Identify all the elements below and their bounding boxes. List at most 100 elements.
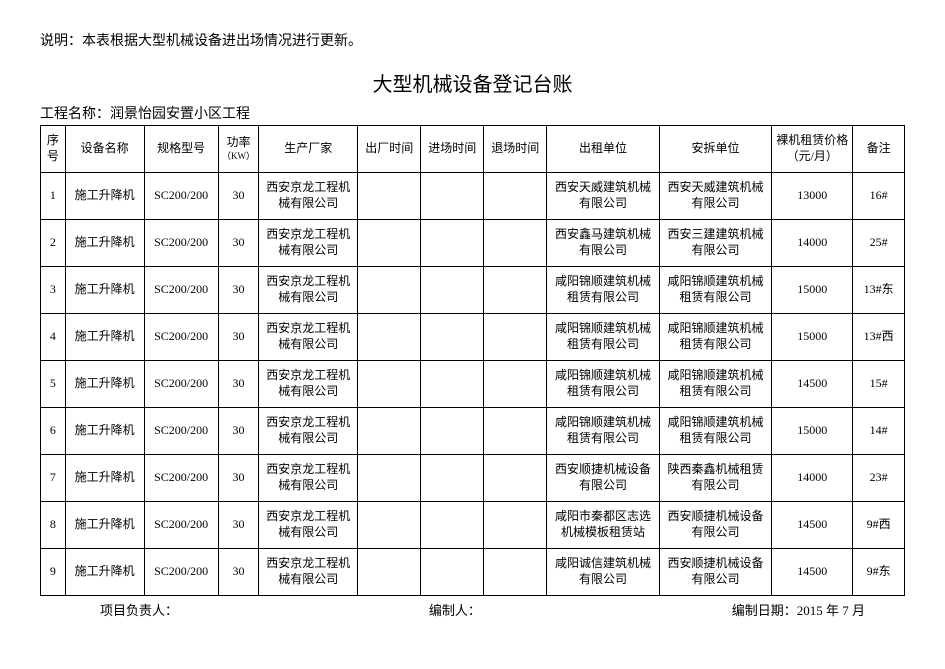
cell-mfr: 西安京龙工程机械有限公司 xyxy=(259,314,358,361)
cell-model: SC200/200 xyxy=(144,267,218,314)
cell-model: SC200/200 xyxy=(144,220,218,267)
table-row: 5施工升降机SC200/20030西安京龙工程机械有限公司咸阳锦顺建筑机械租赁有… xyxy=(41,361,905,408)
cell-lessor: 西安鑫马建筑机械有限公司 xyxy=(547,220,660,267)
cell-inst: 咸阳锦顺建筑机械租赁有限公司 xyxy=(659,314,772,361)
col-inst: 安拆单位 xyxy=(659,126,772,173)
cell-rmk: 9#西 xyxy=(853,502,905,549)
cell-in xyxy=(421,267,484,314)
cell-power: 30 xyxy=(218,455,259,502)
cell-model: SC200/200 xyxy=(144,502,218,549)
cell-in xyxy=(421,549,484,596)
cell-ret xyxy=(484,314,547,361)
cell-ret xyxy=(484,549,547,596)
cell-out xyxy=(358,220,421,267)
table-row: 2施工升降机SC200/20030西安京龙工程机械有限公司西安鑫马建筑机械有限公… xyxy=(41,220,905,267)
cell-price: 13000 xyxy=(772,173,853,220)
cell-name: 施工升降机 xyxy=(65,220,144,267)
cell-rmk: 9#东 xyxy=(853,549,905,596)
cell-lessor: 咸阳市秦都区志选机械模板租赁站 xyxy=(547,502,660,549)
cell-rmk: 16# xyxy=(853,173,905,220)
cell-price: 14500 xyxy=(772,361,853,408)
col-ret: 退场时间 xyxy=(484,126,547,173)
table-header-row: 序号 设备名称 规格型号 功率 （KW） 生产厂家 出厂时间 进场时间 退场时间… xyxy=(41,126,905,173)
cell-seq: 5 xyxy=(41,361,66,408)
table-row: 7施工升降机SC200/20030西安京龙工程机械有限公司西安顺捷机械设备有限公… xyxy=(41,455,905,502)
cell-lessor: 西安顺捷机械设备有限公司 xyxy=(547,455,660,502)
cell-seq: 3 xyxy=(41,267,66,314)
cell-price: 14500 xyxy=(772,502,853,549)
cell-mfr: 西安京龙工程机械有限公司 xyxy=(259,173,358,220)
cell-in xyxy=(421,314,484,361)
cell-ret xyxy=(484,455,547,502)
cell-rmk: 13#东 xyxy=(853,267,905,314)
table-row: 6施工升降机SC200/20030西安京龙工程机械有限公司咸阳锦顺建筑机械租赁有… xyxy=(41,408,905,455)
cell-inst: 咸阳锦顺建筑机械租赁有限公司 xyxy=(659,267,772,314)
cell-inst: 西安天威建筑机械有限公司 xyxy=(659,173,772,220)
cell-power: 30 xyxy=(218,408,259,455)
cell-inst: 陕西秦鑫机械租赁有限公司 xyxy=(659,455,772,502)
cell-rmk: 15# xyxy=(853,361,905,408)
cell-power: 30 xyxy=(218,314,259,361)
cell-seq: 4 xyxy=(41,314,66,361)
cell-lessor: 咸阳锦顺建筑机械租赁有限公司 xyxy=(547,267,660,314)
col-rmk: 备注 xyxy=(853,126,905,173)
cell-mfr: 西安京龙工程机械有限公司 xyxy=(259,455,358,502)
cell-name: 施工升降机 xyxy=(65,361,144,408)
cell-in xyxy=(421,408,484,455)
col-mfr: 生产厂家 xyxy=(259,126,358,173)
power-unit: （KW） xyxy=(221,151,257,163)
cell-inst: 咸阳锦顺建筑机械租赁有限公司 xyxy=(659,361,772,408)
cell-out xyxy=(358,173,421,220)
cell-model: SC200/200 xyxy=(144,549,218,596)
table-row: 8施工升降机SC200/20030西安京龙工程机械有限公司咸阳市秦都区志选机械模… xyxy=(41,502,905,549)
cell-inst: 西安顺捷机械设备有限公司 xyxy=(659,549,772,596)
cell-mfr: 西安京龙工程机械有限公司 xyxy=(259,220,358,267)
cell-model: SC200/200 xyxy=(144,173,218,220)
cell-in xyxy=(421,502,484,549)
cell-ret xyxy=(484,220,547,267)
col-seq: 序号 xyxy=(41,126,66,173)
footer-leader: 项目负责人： xyxy=(100,600,178,619)
cell-out xyxy=(358,408,421,455)
col-out: 出厂时间 xyxy=(358,126,421,173)
col-power: 功率 （KW） xyxy=(218,126,259,173)
cell-lessor: 咸阳锦顺建筑机械租赁有限公司 xyxy=(547,361,660,408)
cell-ret xyxy=(484,173,547,220)
cell-seq: 6 xyxy=(41,408,66,455)
cell-lessor: 咸阳锦顺建筑机械租赁有限公司 xyxy=(547,408,660,455)
cell-mfr: 西安京龙工程机械有限公司 xyxy=(259,502,358,549)
description-note: 说明：本表根据大型机械设备进出场情况进行更新。 xyxy=(40,30,905,50)
cell-seq: 9 xyxy=(41,549,66,596)
cell-lessor: 咸阳诚信建筑机械有限公司 xyxy=(547,549,660,596)
cell-name: 施工升降机 xyxy=(65,455,144,502)
cell-ret xyxy=(484,502,547,549)
cell-price: 14000 xyxy=(772,455,853,502)
cell-power: 30 xyxy=(218,361,259,408)
cell-mfr: 西安京龙工程机械有限公司 xyxy=(259,361,358,408)
cell-price: 15000 xyxy=(772,267,853,314)
cell-out xyxy=(358,502,421,549)
cell-rmk: 23# xyxy=(853,455,905,502)
cell-seq: 1 xyxy=(41,173,66,220)
col-name: 设备名称 xyxy=(65,126,144,173)
power-label: 功率 xyxy=(226,135,250,149)
cell-out xyxy=(358,549,421,596)
cell-name: 施工升降机 xyxy=(65,267,144,314)
cell-in xyxy=(421,173,484,220)
cell-in xyxy=(421,361,484,408)
table-row: 3施工升降机SC200/20030西安京龙工程机械有限公司咸阳锦顺建筑机械租赁有… xyxy=(41,267,905,314)
cell-price: 14000 xyxy=(772,220,853,267)
footer-date: 编制日期：2015 年 7 月 xyxy=(732,600,865,619)
cell-model: SC200/200 xyxy=(144,408,218,455)
cell-ret xyxy=(484,361,547,408)
cell-ret xyxy=(484,408,547,455)
cell-out xyxy=(358,455,421,502)
cell-name: 施工升降机 xyxy=(65,408,144,455)
table-row: 1施工升降机SC200/20030西安京龙工程机械有限公司西安天威建筑机械有限公… xyxy=(41,173,905,220)
table-row: 9施工升降机SC200/20030西安京龙工程机械有限公司咸阳诚信建筑机械有限公… xyxy=(41,549,905,596)
cell-inst: 咸阳锦顺建筑机械租赁有限公司 xyxy=(659,408,772,455)
cell-mfr: 西安京龙工程机械有限公司 xyxy=(259,549,358,596)
cell-seq: 2 xyxy=(41,220,66,267)
cell-model: SC200/200 xyxy=(144,455,218,502)
cell-out xyxy=(358,361,421,408)
